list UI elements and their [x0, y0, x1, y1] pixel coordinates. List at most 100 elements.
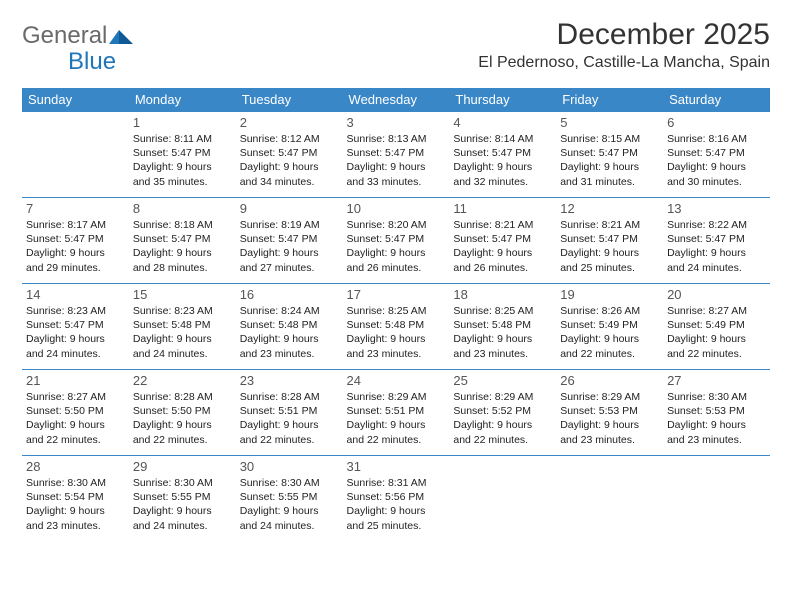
day-info: Sunrise: 8:22 AMSunset: 5:47 PMDaylight:… [667, 218, 766, 275]
weekday-header: Friday [556, 88, 663, 112]
day-info: Sunrise: 8:26 AMSunset: 5:49 PMDaylight:… [560, 304, 659, 361]
calendar-cell: 31Sunrise: 8:31 AMSunset: 5:56 PMDayligh… [343, 456, 450, 542]
calendar-table: SundayMondayTuesdayWednesdayThursdayFrid… [22, 88, 770, 542]
day-number: 21 [26, 373, 125, 388]
calendar-cell: 5 Sunrise: 8:15 AMSunset: 5:47 PMDaylight… [556, 112, 663, 198]
day-info: Sunrise: 8:12 AMSunset: 5:47 PMDaylight:… [240, 132, 339, 189]
calendar-cell: 7 Sunrise: 8:17 AMSunset: 5:47 PMDaylight… [22, 198, 129, 284]
calendar-cell: 14 Sunrise: 8:23 AMSunset: 5:47 PMDayligh… [22, 284, 129, 370]
day-info: Sunrise: 8:16 AMSunset: 5:47 PMDaylight:… [667, 132, 766, 189]
day-info: Sunrise: 8:23 AMSunset: 5:48 PMDaylight:… [133, 304, 232, 361]
day-info: Sunrise: 8:28 AMSunset: 5:50 PMDaylight:… [133, 390, 232, 447]
brand-word2: Blue [24, 48, 116, 75]
calendar-cell: 21 Sunrise: 8:27 AMSunset: 5:50 PMDayligh… [22, 370, 129, 456]
day-number: 5 [560, 115, 659, 130]
day-info: Sunrise: 8:17 AMSunset: 5:47 PMDaylight:… [26, 218, 125, 275]
day-info: Sunrise: 8:29 AMSunset: 5:53 PMDaylight:… [560, 390, 659, 447]
day-info: Sunrise: 8:29 AMSunset: 5:52 PMDaylight:… [453, 390, 552, 447]
heading-block: December 2025 El Pedernoso, Castille-La … [478, 18, 770, 72]
day-info: Sunrise: 8:31 AMSunset: 5:56 PMDaylight:… [347, 476, 446, 533]
day-number: 2 [240, 115, 339, 130]
calendar-cell: 6 Sunrise: 8:16 AMSunset: 5:47 PMDaylight… [663, 112, 770, 198]
calendar-cell: 18 Sunrise: 8:25 AMSunset: 5:48 PMDayligh… [449, 284, 556, 370]
location-text: El Pedernoso, Castille-La Mancha, Spain [478, 54, 770, 72]
calendar-cell: 25 Sunrise: 8:29 AMSunset: 5:52 PMDayligh… [449, 370, 556, 456]
day-number: 10 [347, 201, 446, 216]
day-info: Sunrise: 8:15 AMSunset: 5:47 PMDaylight:… [560, 132, 659, 189]
calendar-cell: 8 Sunrise: 8:18 AMSunset: 5:47 PMDaylight… [129, 198, 236, 284]
calendar-cell [22, 112, 129, 198]
day-info: Sunrise: 8:11 AMSunset: 5:47 PMDaylight:… [133, 132, 232, 189]
day-number: 14 [26, 287, 125, 302]
calendar-body: 1 Sunrise: 8:11 AMSunset: 5:47 PMDaylight… [22, 112, 770, 542]
calendar-cell: 27Sunrise: 8:30 AMSunset: 5:53 PMDayligh… [663, 370, 770, 456]
month-title: December 2025 [478, 18, 770, 52]
calendar-cell: 20Sunrise: 8:27 AMSunset: 5:49 PMDayligh… [663, 284, 770, 370]
day-number: 3 [347, 115, 446, 130]
day-number: 13 [667, 201, 766, 216]
brand-logo: General [22, 18, 137, 48]
day-number: 24 [347, 373, 446, 388]
day-number: 12 [560, 201, 659, 216]
day-info: Sunrise: 8:29 AMSunset: 5:51 PMDaylight:… [347, 390, 446, 447]
calendar-cell: 9Sunrise: 8:19 AMSunset: 5:47 PMDaylight… [236, 198, 343, 284]
day-number: 20 [667, 287, 766, 302]
day-number: 6 [667, 115, 766, 130]
calendar-cell: 2 Sunrise: 8:12 AMSunset: 5:47 PMDaylight… [236, 112, 343, 198]
day-number: 1 [133, 115, 232, 130]
calendar-row: 1 Sunrise: 8:11 AMSunset: 5:47 PMDaylight… [22, 112, 770, 198]
weekday-header: Saturday [663, 88, 770, 112]
weekday-header: Tuesday [236, 88, 343, 112]
calendar-row: 7 Sunrise: 8:17 AMSunset: 5:47 PMDaylight… [22, 198, 770, 284]
day-info: Sunrise: 8:13 AMSunset: 5:47 PMDaylight:… [347, 132, 446, 189]
day-info: Sunrise: 8:20 AMSunset: 5:47 PMDaylight:… [347, 218, 446, 275]
day-info: Sunrise: 8:24 AMSunset: 5:48 PMDaylight:… [240, 304, 339, 361]
calendar-cell: 13 Sunrise: 8:22 AMSunset: 5:47 PMDayligh… [663, 198, 770, 284]
calendar-cell: 22Sunrise: 8:28 AMSunset: 5:50 PMDayligh… [129, 370, 236, 456]
calendar-cell: 15Sunrise: 8:23 AMSunset: 5:48 PMDayligh… [129, 284, 236, 370]
day-number: 8 [133, 201, 232, 216]
day-info: Sunrise: 8:30 AMSunset: 5:55 PMDaylight:… [133, 476, 232, 533]
day-number: 23 [240, 373, 339, 388]
calendar-cell: 16Sunrise: 8:24 AMSunset: 5:48 PMDayligh… [236, 284, 343, 370]
day-number: 4 [453, 115, 552, 130]
day-number: 30 [240, 459, 339, 474]
day-info: Sunrise: 8:23 AMSunset: 5:47 PMDaylight:… [26, 304, 125, 361]
calendar-cell: 17 Sunrise: 8:25 AMSunset: 5:48 PMDayligh… [343, 284, 450, 370]
day-number: 19 [560, 287, 659, 302]
day-info: Sunrise: 8:30 AMSunset: 5:53 PMDaylight:… [667, 390, 766, 447]
weekday-row: SundayMondayTuesdayWednesdayThursdayFrid… [22, 88, 770, 112]
calendar-cell: 26 Sunrise: 8:29 AMSunset: 5:53 PMDayligh… [556, 370, 663, 456]
day-info: Sunrise: 8:30 AMSunset: 5:54 PMDaylight:… [26, 476, 125, 533]
day-info: Sunrise: 8:25 AMSunset: 5:48 PMDaylight:… [453, 304, 552, 361]
day-info: Sunrise: 8:18 AMSunset: 5:47 PMDaylight:… [133, 218, 232, 275]
weekday-header: Sunday [22, 88, 129, 112]
day-info: Sunrise: 8:19 AMSunset: 5:47 PMDaylight:… [240, 218, 339, 275]
weekday-header: Thursday [449, 88, 556, 112]
calendar-row: 21 Sunrise: 8:27 AMSunset: 5:50 PMDayligh… [22, 370, 770, 456]
day-info: Sunrise: 8:27 AMSunset: 5:50 PMDaylight:… [26, 390, 125, 447]
day-number: 17 [347, 287, 446, 302]
day-number: 25 [453, 373, 552, 388]
weekday-header: Wednesday [343, 88, 450, 112]
day-number: 7 [26, 201, 125, 216]
day-number: 26 [560, 373, 659, 388]
day-number: 29 [133, 459, 232, 474]
brand-word1: General [22, 24, 107, 48]
calendar-row: 28Sunrise: 8:30 AMSunset: 5:54 PMDayligh… [22, 456, 770, 542]
day-info: Sunrise: 8:21 AMSunset: 5:47 PMDaylight:… [453, 218, 552, 275]
calendar-cell: 4Sunrise: 8:14 AMSunset: 5:47 PMDaylight… [449, 112, 556, 198]
day-info: Sunrise: 8:28 AMSunset: 5:51 PMDaylight:… [240, 390, 339, 447]
calendar-cell: 29 Sunrise: 8:30 AMSunset: 5:55 PMDayligh… [129, 456, 236, 542]
day-info: Sunrise: 8:25 AMSunset: 5:48 PMDaylight:… [347, 304, 446, 361]
calendar-cell [556, 456, 663, 542]
day-number: 18 [453, 287, 552, 302]
calendar-cell: 30Sunrise: 8:30 AMSunset: 5:55 PMDayligh… [236, 456, 343, 542]
calendar-cell: 19 Sunrise: 8:26 AMSunset: 5:49 PMDayligh… [556, 284, 663, 370]
calendar-cell: 11Sunrise: 8:21 AMSunset: 5:47 PMDayligh… [449, 198, 556, 284]
calendar-cell [449, 456, 556, 542]
weekday-header: Monday [129, 88, 236, 112]
calendar-head: SundayMondayTuesdayWednesdayThursdayFrid… [22, 88, 770, 112]
calendar-cell: 28Sunrise: 8:30 AMSunset: 5:54 PMDayligh… [22, 456, 129, 542]
day-info: Sunrise: 8:21 AMSunset: 5:47 PMDaylight:… [560, 218, 659, 275]
